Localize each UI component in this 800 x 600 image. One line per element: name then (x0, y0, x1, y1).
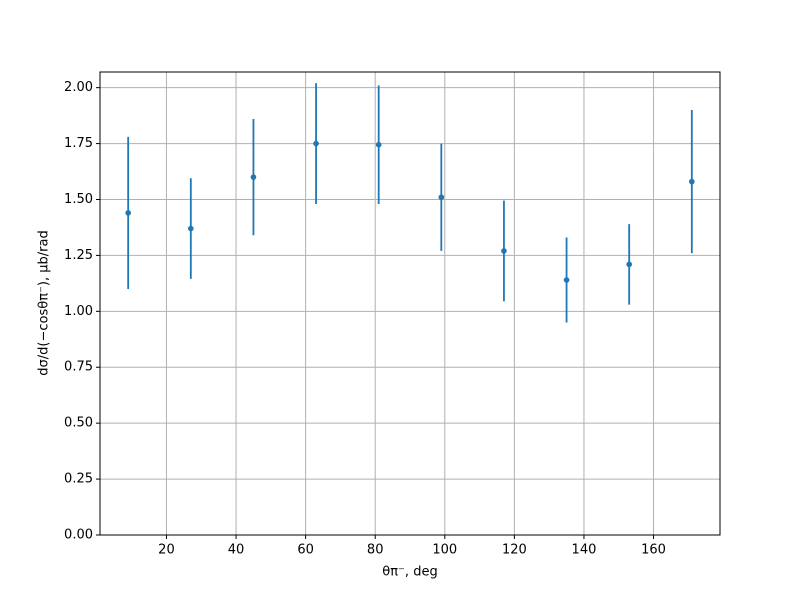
x-tick-label: 20 (158, 543, 175, 558)
x-tick-label: 140 (572, 543, 597, 558)
y-tick-label: 0.75 (64, 360, 93, 375)
plot-frame (99, 71, 721, 536)
y-tick-label: 0.25 (64, 472, 93, 487)
x-tick-label: 120 (502, 543, 527, 558)
x-tick-label: 100 (432, 543, 457, 558)
x-tick-label: 60 (297, 543, 314, 558)
point (563, 277, 570, 283)
y-axis-label: dσ/d(−cosθπ⁻), μb/rad (37, 230, 52, 375)
point (250, 174, 257, 180)
point (438, 194, 445, 201)
point (626, 261, 632, 268)
y-tick-label: 1.00 (64, 304, 93, 319)
point (375, 141, 382, 148)
point (501, 248, 507, 254)
point (125, 210, 131, 216)
y-tick-label: 2.00 (64, 80, 93, 95)
y-tick-label: 0.00 (64, 528, 93, 543)
y-tick-label: 1.75 (64, 136, 93, 151)
x-tick-label: 160 (641, 543, 666, 558)
x-tick-label: 40 (228, 543, 245, 558)
x-axis-label: θπ⁻, deg (382, 565, 437, 580)
x-tick-label: 80 (367, 543, 384, 558)
y-tick-label: 0.50 (64, 416, 93, 431)
y-tick-label: 1.50 (64, 192, 93, 207)
point (188, 225, 194, 232)
y-tick-label: 1.25 (64, 248, 93, 263)
point (689, 178, 695, 185)
point (313, 140, 319, 147)
